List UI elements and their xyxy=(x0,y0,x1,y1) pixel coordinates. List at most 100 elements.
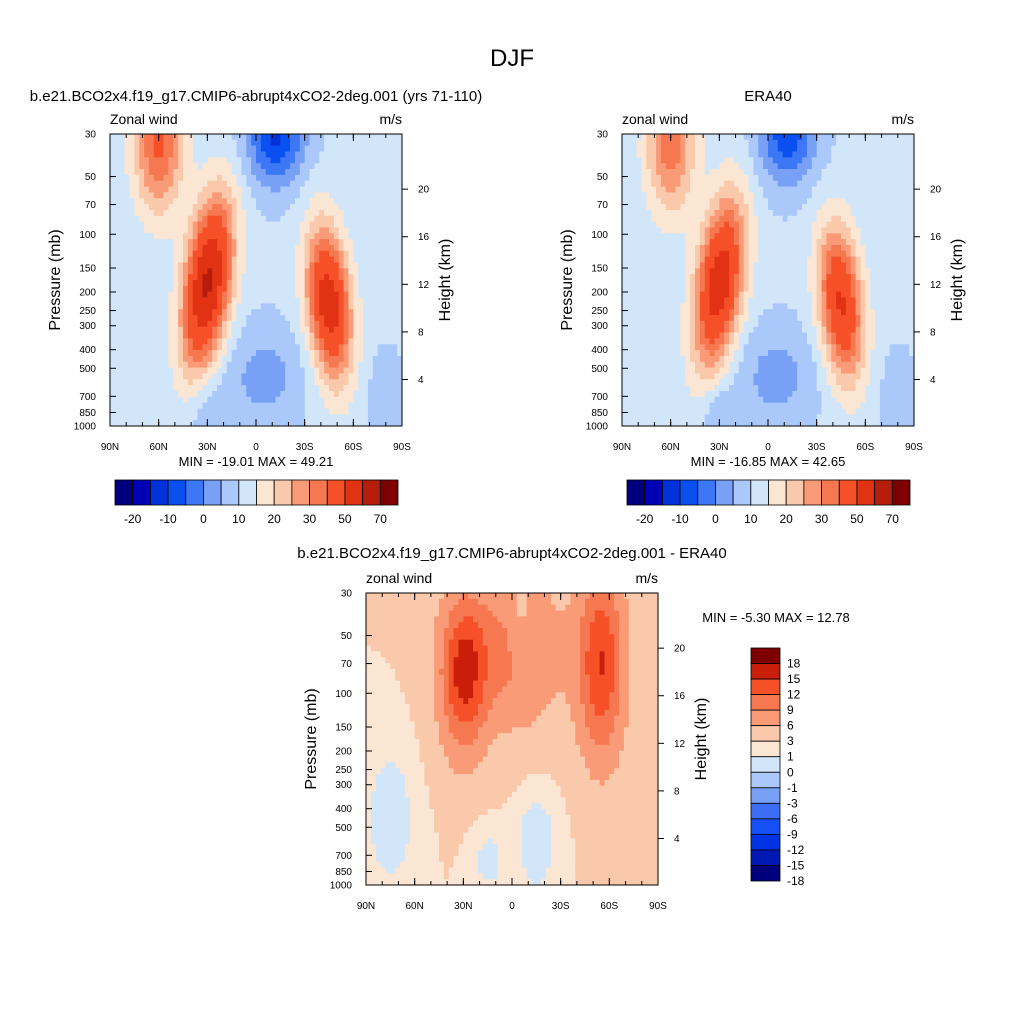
heatmap-cell xyxy=(294,338,301,345)
heatmap-cell xyxy=(738,233,745,240)
heatmap-cell xyxy=(743,215,749,222)
heatmap-cell xyxy=(894,262,900,269)
heatmap-cell xyxy=(319,326,325,333)
heatmap-cell xyxy=(729,280,735,287)
heatmap-cell xyxy=(387,309,393,316)
heatmap-cell xyxy=(656,134,662,141)
heatmap-cell xyxy=(144,209,150,217)
heatmap-cell xyxy=(646,250,652,258)
heatmap-cell xyxy=(816,233,822,240)
heatmap-cell xyxy=(329,408,335,415)
heatmap-cell xyxy=(197,355,203,363)
heatmap-cell xyxy=(124,239,130,246)
heatmap-cell xyxy=(841,303,847,310)
heatmap-cell xyxy=(714,163,720,170)
heatmap-cell xyxy=(870,198,876,205)
heatmap-cell xyxy=(865,274,871,281)
heatmap-cell xyxy=(753,262,759,269)
heatmap-cell xyxy=(280,233,286,240)
heatmap-cell xyxy=(363,355,369,363)
heatmap-cell xyxy=(372,221,379,228)
heatmap-cell xyxy=(294,350,301,357)
heatmap-cell xyxy=(134,163,140,170)
heatmap-cell xyxy=(377,320,383,328)
heatmap-cell xyxy=(660,180,667,187)
heatmap-cell xyxy=(665,233,672,240)
heatmap-cell xyxy=(265,250,271,258)
heatmap-cell xyxy=(197,244,203,252)
heatmap-cell xyxy=(675,274,681,281)
heatmap-cell xyxy=(178,367,184,374)
heatmap-cell xyxy=(246,239,252,246)
heatmap-cell xyxy=(251,186,257,193)
heatmap-cell xyxy=(884,163,891,170)
heatmap-cell xyxy=(265,169,271,176)
heatmap-cell xyxy=(821,209,827,217)
heatmap-cell xyxy=(816,303,822,310)
heatmap-cell xyxy=(251,326,257,333)
heatmap-cell xyxy=(144,221,150,228)
heatmap-cell xyxy=(850,221,856,228)
heatmap-cell xyxy=(714,174,720,182)
heatmap-cell xyxy=(831,285,837,293)
heatmap-cell xyxy=(733,198,740,205)
heatmap-cell xyxy=(197,151,203,158)
heatmap-cell xyxy=(372,268,379,275)
heatmap-cell xyxy=(680,274,686,281)
heatmap-cell xyxy=(333,221,340,228)
heatmap-cell xyxy=(865,192,871,199)
heatmap-cell xyxy=(139,163,145,170)
heatmap-cell xyxy=(333,320,340,328)
heatmap-cell xyxy=(163,227,169,234)
heatmap-cell xyxy=(660,134,667,141)
heatmap-cell xyxy=(670,186,676,193)
heatmap-cell xyxy=(134,332,140,339)
heatmap-cell xyxy=(168,192,174,199)
heatmap-cell xyxy=(782,192,788,199)
heatmap-cell xyxy=(192,192,198,199)
heatmap-cell xyxy=(270,373,276,380)
heatmap-cell xyxy=(148,221,155,228)
heatmap-cell xyxy=(802,134,808,141)
heatmap-cell xyxy=(280,151,286,158)
heatmap-cell xyxy=(148,268,155,275)
heatmap-cell xyxy=(719,169,725,176)
panel-obs-right-string: m/s xyxy=(891,111,914,127)
heatmap-cell xyxy=(129,309,135,316)
heatmap-cell xyxy=(363,396,369,404)
heatmap-cell xyxy=(294,204,301,211)
heatmap-cell xyxy=(187,268,194,275)
heatmap-cell xyxy=(704,157,710,164)
heatmap-cell xyxy=(178,373,184,380)
heatmap-cell xyxy=(260,215,267,222)
heatmap-cell xyxy=(392,145,398,152)
heatmap-cell xyxy=(690,169,696,176)
heatmap-cell xyxy=(202,396,208,404)
heatmap-cell xyxy=(153,151,160,158)
heatmap-cell xyxy=(114,250,121,258)
heatmap-cell xyxy=(168,396,174,404)
heatmap-cell xyxy=(695,285,701,293)
heatmap-cell xyxy=(338,274,344,281)
heatmap-cell xyxy=(144,274,150,281)
heatmap-cell xyxy=(241,262,247,269)
heatmap-cell xyxy=(275,256,281,263)
heatmap-cell xyxy=(192,332,198,339)
heatmap-cell xyxy=(241,151,247,158)
heatmap-cell xyxy=(787,134,793,141)
heatmap-cell xyxy=(168,303,174,310)
heatmap-cell xyxy=(319,268,325,275)
heatmap-cell xyxy=(743,297,749,304)
heatmap-cell xyxy=(338,361,344,368)
heatmap-cell xyxy=(724,291,730,298)
heatmap-cell xyxy=(110,390,116,398)
heatmap-cell xyxy=(280,402,286,409)
heatmap-cell xyxy=(338,309,344,316)
heatmap-cell xyxy=(187,174,194,182)
heatmap-cell xyxy=(743,303,749,310)
heatmap-cell xyxy=(641,297,647,304)
heatmap-cell xyxy=(153,303,160,310)
heatmap-cell xyxy=(641,145,647,152)
heatmap-cell xyxy=(207,233,213,240)
heatmap-cell xyxy=(729,291,735,298)
